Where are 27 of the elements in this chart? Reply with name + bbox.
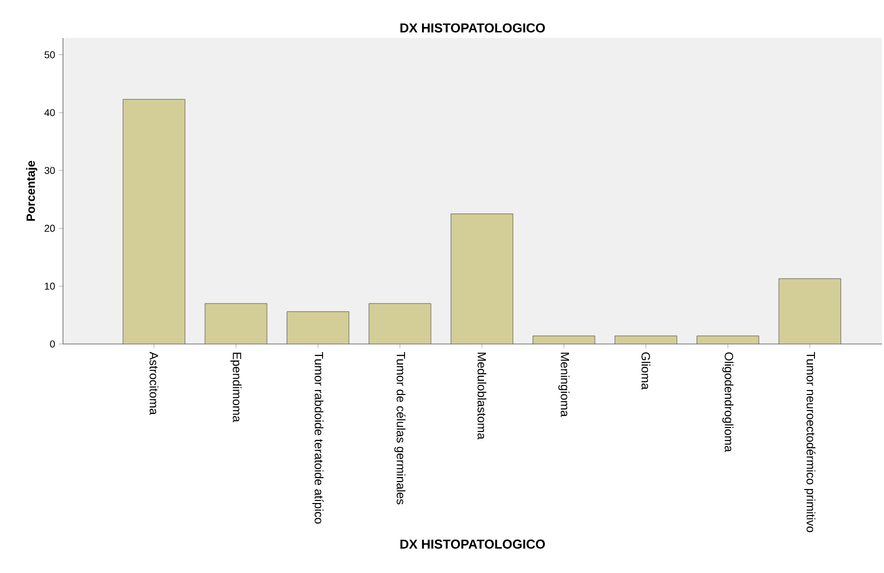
x-tick-label: Astrocitoma: [150, 352, 158, 415]
x-axis-title: DX HISTOPATOLOGICO: [400, 540, 545, 549]
bar: [778, 278, 842, 344]
x-tick-label: Tumor de células germinales: [394, 352, 406, 504]
chart-title: DX HISTOPATOLOGICO: [400, 23, 545, 32]
x-tick-label: Tumor rabdoide teratoide atípico: [312, 352, 324, 524]
y-tick-label: 20: [44, 224, 55, 232]
x-tick-label: Ependimoma: [230, 352, 242, 422]
bar: [368, 303, 432, 344]
x-tick-label: Meduloblastoma: [478, 352, 486, 440]
bar: [286, 311, 350, 344]
x-tick-label: Glioma: [642, 352, 650, 390]
y-tick-label: 0: [50, 340, 55, 348]
x-tick-label: Tumor neuroectodérmico primitivo: [804, 352, 816, 532]
x-tick-label: Meningioma: [558, 352, 570, 417]
bar: [450, 214, 514, 344]
bar: [122, 99, 186, 344]
y-tick-label: 30: [44, 166, 55, 174]
bar: [696, 336, 759, 344]
bar: [532, 336, 595, 344]
bar: [614, 336, 677, 344]
y-axis-title: Porcentaje: [26, 160, 38, 221]
y-tick-label: 50: [44, 51, 55, 58]
x-tick-label: Oligodendroglioma: [722, 352, 734, 452]
bar: [204, 303, 268, 344]
y-tick-label: 40: [44, 109, 55, 116]
y-tick-label: 10: [44, 282, 55, 290]
